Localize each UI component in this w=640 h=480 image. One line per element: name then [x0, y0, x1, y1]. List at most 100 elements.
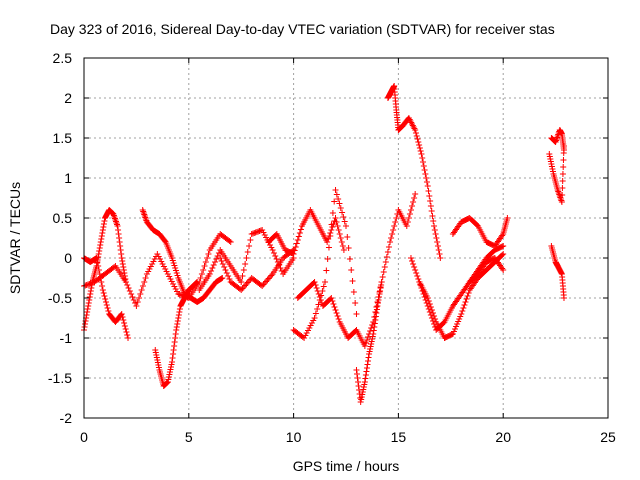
data-point	[559, 192, 566, 198]
data-point	[121, 323, 128, 329]
data-point	[273, 256, 280, 262]
series-track-e	[152, 279, 201, 389]
ticks-layer: 0 5 10 15 20 25 -2 -1.5 -1 -0.5 0 0.5 1 1.5 2 2.5	[48, 50, 616, 445]
data-point	[431, 227, 438, 233]
data-point	[323, 267, 330, 274]
data-point	[388, 235, 395, 241]
data-point	[96, 271, 103, 277]
data-point	[111, 264, 118, 270]
data-point	[118, 255, 125, 261]
data-point	[86, 294, 93, 300]
data-point	[113, 220, 120, 226]
data-point	[170, 347, 177, 353]
data-point	[101, 293, 108, 299]
data-point	[425, 188, 432, 194]
data-point	[436, 251, 443, 257]
data-point	[95, 267, 102, 273]
data-point	[84, 309, 91, 315]
data-point	[244, 279, 251, 286]
data-point	[100, 290, 107, 296]
data-point	[371, 320, 378, 327]
data-point	[557, 196, 564, 202]
series-track-k	[353, 279, 385, 405]
data-point	[420, 159, 427, 165]
data-point	[238, 279, 245, 285]
data-point	[560, 157, 567, 163]
data-point	[559, 178, 566, 184]
series-track-r	[548, 127, 567, 153]
data-point	[119, 258, 126, 264]
data-point	[407, 207, 414, 213]
data-point	[330, 301, 337, 307]
series-track-h	[265, 207, 347, 257]
data-point	[324, 239, 331, 245]
data-point	[213, 256, 220, 262]
data-point	[212, 259, 218, 265]
data-point	[412, 130, 419, 136]
data-point	[295, 233, 302, 240]
data-point	[202, 259, 209, 265]
data-point	[87, 291, 94, 297]
data-point	[141, 213, 148, 219]
data-point	[558, 270, 565, 276]
data-point	[372, 317, 379, 323]
y-tick-label: 0.5	[53, 210, 73, 226]
y-tick-label: 1.5	[53, 130, 73, 146]
data-point	[139, 283, 146, 289]
data-point	[343, 223, 349, 229]
data-point	[422, 171, 429, 177]
data-point	[423, 300, 430, 306]
data-point	[268, 272, 275, 279]
data-point	[335, 227, 342, 233]
data-point	[362, 375, 369, 382]
data-point	[194, 279, 201, 285]
data-point	[423, 179, 430, 185]
data-point	[227, 239, 234, 245]
y-tick-label: -1	[60, 330, 73, 346]
data-point	[242, 282, 249, 289]
data-point	[102, 296, 109, 302]
data-point	[175, 312, 182, 318]
data-point	[99, 283, 106, 289]
data-point	[99, 230, 106, 236]
data-point	[392, 219, 399, 225]
data-point	[332, 215, 339, 221]
data-point	[337, 235, 344, 241]
data-point	[425, 306, 432, 312]
data-point	[83, 312, 90, 318]
data-point	[370, 327, 377, 334]
data-point	[389, 231, 396, 237]
data-point	[88, 285, 95, 291]
data-point	[373, 310, 380, 316]
data-point	[413, 133, 420, 139]
data-point	[242, 261, 249, 267]
y-tick-label: 2	[64, 90, 72, 106]
data-point	[197, 275, 204, 281]
data-point	[411, 264, 418, 270]
data-point	[419, 288, 426, 294]
data-point	[85, 303, 92, 309]
data-point	[116, 235, 123, 241]
data-point	[329, 210, 336, 216]
data-point	[362, 340, 369, 346]
data-point	[415, 139, 422, 145]
series-track-m	[407, 251, 507, 341]
data-point	[499, 252, 506, 258]
data-point	[362, 372, 369, 378]
data-point	[267, 274, 274, 280]
data-point	[415, 276, 422, 282]
data-point	[432, 231, 439, 237]
data-point	[426, 309, 433, 315]
data-point	[171, 339, 178, 345]
data-point	[219, 275, 226, 281]
data-point	[331, 304, 338, 310]
y-tick-label: -0.5	[48, 290, 72, 306]
data-point	[176, 306, 183, 312]
data-point	[209, 265, 216, 271]
data-point	[431, 321, 438, 327]
data-point	[128, 291, 135, 297]
data-point	[428, 208, 435, 214]
data-point	[410, 261, 417, 267]
data-point	[361, 379, 368, 385]
data-point	[412, 267, 419, 273]
